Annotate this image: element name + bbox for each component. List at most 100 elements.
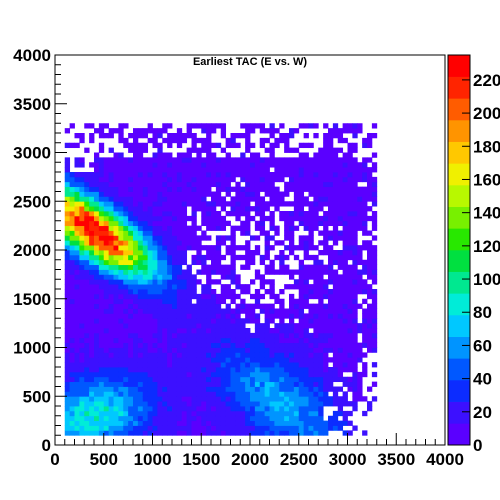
heatmap-cell [313,410,319,417]
heatmap-cell [230,323,236,329]
heatmap-cell [220,371,227,378]
heatmap-cell [79,176,85,183]
heatmap-cell [181,308,188,314]
heatmap-cell [274,176,280,183]
heatmap-cell [293,167,300,173]
heatmap-cell [147,225,153,231]
heatmap-cell [284,386,290,392]
heatmap-cell [69,123,75,129]
heatmap-cell [167,352,173,358]
heatmap-cell [337,347,344,353]
heatmap-cell [181,206,188,212]
heatmap-cell [142,386,149,392]
heatmap-cell [240,323,246,329]
heatmap-cell [254,337,261,344]
heatmap-cell [157,347,163,353]
heatmap-cell [289,376,295,383]
heatmap-cell [250,332,256,339]
heatmap-cell [79,279,85,285]
heatmap-cell [118,352,124,358]
heatmap-cell [371,264,378,270]
heatmap-cell [201,289,207,295]
heatmap-cell [235,211,241,217]
heatmap-cell [167,181,173,188]
heatmap-cell [308,357,314,363]
heatmap-cell [79,430,85,436]
heatmap-cell [196,362,202,368]
heatmap-cell [108,172,114,178]
heatmap-cell [94,269,100,275]
heatmap-cell [147,308,153,314]
heatmap-cell [289,269,295,275]
heatmap-cell [79,401,85,407]
heatmap-cell [357,323,363,329]
heatmap-cell [284,347,290,353]
heatmap-cell [215,342,222,348]
heatmap-cell [269,123,275,129]
heatmap-cell [152,259,158,266]
heatmap-cell [342,362,348,368]
heatmap-cell [240,410,246,417]
heatmap-cell [323,201,329,207]
heatmap-cell [191,396,197,402]
heatmap-cell [269,313,275,319]
heatmap-cell [167,206,173,212]
heatmap-cell [142,240,149,246]
heatmap-cell [172,279,178,285]
heatmap-cell [167,430,173,436]
heatmap-cell [235,133,241,139]
heatmap-cell [298,289,305,295]
heatmap-cell [133,376,139,383]
heatmap-cell [220,196,227,202]
heatmap-cell [118,347,124,353]
heatmap-cell [103,191,110,197]
heatmap-cell [318,386,324,392]
heatmap-cell [211,386,217,392]
heatmap-cell [137,269,144,275]
heatmap-cell [98,133,105,139]
heatmap-cell [172,245,178,251]
heatmap-cell [201,245,207,251]
heatmap-cell [176,142,183,149]
heatmap-cell [176,410,183,417]
heatmap-cell [196,347,202,353]
heatmap-cell [113,357,119,363]
heatmap-cell [142,172,149,178]
heatmap-cell [347,347,353,353]
heatmap-cell [323,157,329,163]
heatmap-cell [293,415,300,422]
heatmap-cell [250,347,256,353]
heatmap-cell [328,337,334,344]
heatmap-cell [220,293,227,300]
heatmap-cell [79,245,85,251]
heatmap-cell [142,401,149,407]
heatmap-cell [328,196,334,202]
heatmap-cell [64,308,71,314]
heatmap-cell [332,157,339,163]
heatmap-cell [215,293,222,300]
heatmap-cell [367,254,373,261]
heatmap-cell [357,274,363,280]
heatmap-cell [118,318,124,324]
heatmap-cell [103,264,110,270]
heatmap-cell [215,396,222,402]
heatmap-cell [250,235,256,241]
heatmap-cell [303,152,309,158]
heatmap-cell [147,240,153,246]
heatmap-cell [342,357,348,363]
heatmap-cell [103,167,110,173]
heatmap-cell [162,176,168,183]
heatmap-cell [293,386,300,392]
heatmap-cell [313,284,319,290]
heatmap-cell [308,123,314,129]
heatmap-cell [172,254,178,261]
heatmap-cell [123,357,129,363]
heatmap-cell [133,279,139,285]
heatmap-cell [64,167,71,173]
heatmap-cell [191,308,197,314]
heatmap-cell [293,332,300,339]
heatmap-cell [69,352,75,358]
heatmap-cell [186,371,192,378]
heatmap-cell [337,181,344,188]
heatmap-cell [293,181,300,188]
